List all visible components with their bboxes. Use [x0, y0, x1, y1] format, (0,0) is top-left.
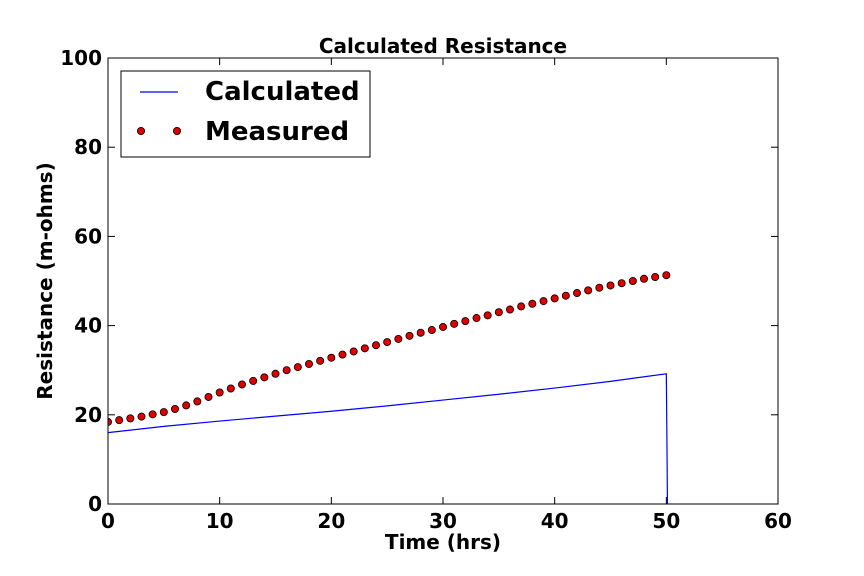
- data-point-measured: [316, 356, 325, 365]
- data-point-measured: [539, 297, 548, 306]
- data-point-measured: [438, 322, 447, 331]
- legend-label-measured: Measured: [205, 117, 349, 147]
- y-axis-label: Resistance (m-ohms): [33, 162, 57, 399]
- data-point-measured: [628, 276, 637, 285]
- data-point-measured: [528, 299, 537, 308]
- x-tick-label: 0: [101, 509, 115, 533]
- data-point-measured: [226, 384, 235, 393]
- data-point-measured: [282, 366, 291, 375]
- data-point-measured: [394, 334, 403, 343]
- data-point-measured: [327, 353, 336, 362]
- data-point-measured: [427, 326, 436, 335]
- data-point-measured: [215, 388, 224, 397]
- data-point-measured: [271, 369, 280, 378]
- data-point-measured: [304, 359, 313, 368]
- data-point-measured: [159, 408, 168, 417]
- plot-content: [108, 271, 671, 504]
- data-point-measured: [595, 283, 604, 292]
- data-point-measured: [338, 350, 347, 359]
- data-point-measured: [383, 338, 392, 347]
- data-point-measured: [405, 331, 414, 340]
- data-point-measured: [505, 305, 514, 314]
- data-point-measured: [237, 380, 246, 389]
- data-point-measured: [640, 274, 649, 283]
- legend-box: [120, 70, 371, 158]
- data-point-measured: [260, 373, 269, 382]
- data-point-measured: [204, 392, 213, 401]
- y-tick-label: 40: [74, 314, 102, 338]
- legend-swatch-measured: [172, 127, 181, 136]
- x-axis-label: Time (hrs): [385, 530, 501, 554]
- data-point-measured: [573, 289, 582, 298]
- y-tick-label: 80: [74, 135, 102, 159]
- x-tick-label: 50: [652, 509, 680, 533]
- data-point-measured: [137, 412, 146, 421]
- plot-area: [108, 271, 671, 504]
- data-point-measured: [561, 291, 570, 300]
- y-tick-label: 60: [74, 224, 102, 248]
- data-point-measured: [662, 271, 671, 280]
- data-point-measured: [651, 272, 660, 281]
- x-tick-label: 30: [429, 509, 457, 533]
- data-point-measured: [360, 344, 369, 353]
- data-point-measured: [170, 405, 179, 414]
- data-point-measured: [416, 328, 425, 337]
- axes: 0 10 20 30 40 50 60 0 20 40 60 80 100: [60, 46, 792, 533]
- data-point-measured: [450, 319, 459, 328]
- x-tick-label: 20: [317, 509, 345, 533]
- data-point-measured: [126, 414, 135, 423]
- legend-label-calculated: Calculated: [205, 77, 360, 107]
- data-point-measured: [249, 376, 258, 385]
- data-point-measured: [550, 294, 559, 303]
- x-tick-label: 60: [764, 509, 792, 533]
- data-point-measured: [193, 397, 202, 406]
- data-point-measured: [472, 314, 481, 323]
- data-point-measured: [148, 410, 157, 419]
- chart-title: Calculated Resistance: [319, 34, 567, 58]
- y-tick-label: 0: [88, 492, 102, 516]
- data-point-measured: [494, 308, 503, 317]
- y-tick-label: 100: [60, 46, 102, 70]
- data-point-measured: [606, 281, 615, 290]
- data-point-measured: [349, 347, 358, 356]
- legend-swatch-measured: [136, 127, 145, 136]
- data-point-measured: [182, 401, 191, 410]
- x-tick-label: 10: [206, 509, 234, 533]
- data-point-measured: [461, 317, 470, 326]
- data-point-measured: [483, 311, 492, 320]
- data-point-measured: [517, 302, 526, 311]
- series-line-calculated: [108, 373, 669, 504]
- data-point-measured: [371, 341, 380, 350]
- legend: Calculated Measured: [120, 70, 371, 158]
- data-point-measured: [293, 363, 302, 372]
- data-point-measured: [584, 286, 593, 295]
- y-tick-label: 20: [74, 403, 102, 427]
- data-point-measured: [617, 279, 626, 288]
- x-tick-label: 40: [541, 509, 569, 533]
- data-point-measured: [115, 416, 124, 425]
